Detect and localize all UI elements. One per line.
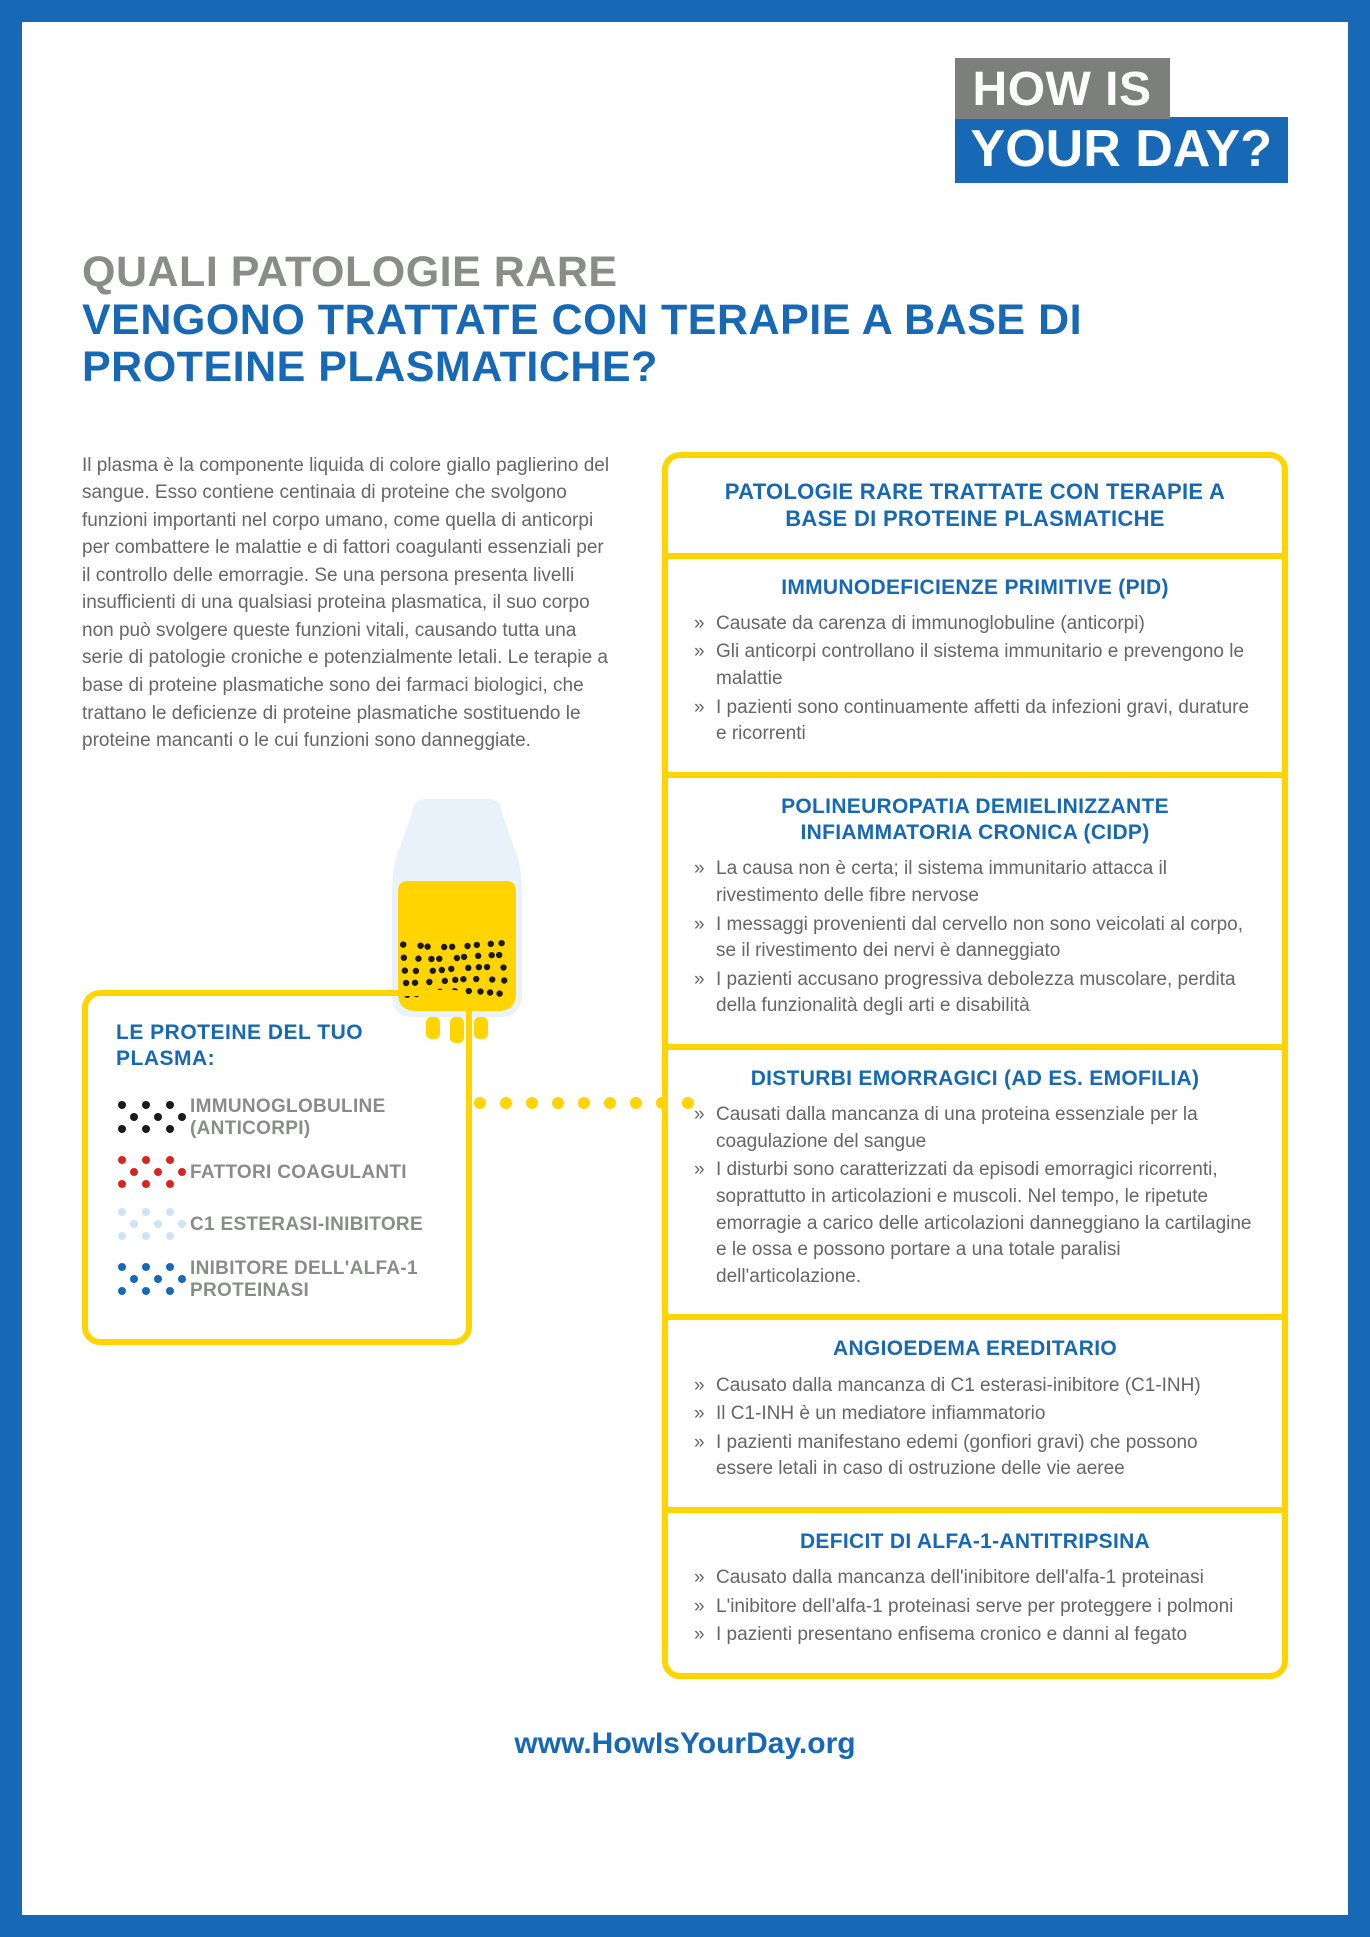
section-title: IMMUNODEFICIENZE PRIMITIVE (PID) (694, 575, 1256, 601)
legend-label: C1 ESTERASI-INIBITORE (190, 1214, 423, 1236)
section-title: DISTURBI EMORRAGICI (AD ES. EMOFILIA) (694, 1066, 1256, 1092)
bullet-item: I pazienti accusano progressiva debolezz… (694, 967, 1256, 1020)
legend-label: IMMUNOGLOBULINE (ANTICORPI) (190, 1096, 438, 1140)
condition-section: ANGIOEDEMA EREDITARIO Causato dalla manca… (668, 1314, 1282, 1507)
legend-box: LE PROTEINE DEL TUO PLASMA: IMMUNOGLOBUL… (82, 990, 472, 1346)
legend-row: INIBITORE DELL'ALFA-1 PROTEINASI (116, 1258, 438, 1302)
bullet-list: Causate da carenza di immunoglobuline (a… (694, 611, 1256, 748)
bullet-item: Causati dalla mancanza di una proteina e… (694, 1102, 1256, 1155)
legend-row: C1 ESTERASI-INIBITORE (116, 1206, 438, 1244)
bullet-list: Causati dalla mancanza di una proteina e… (694, 1102, 1256, 1290)
bullet-item: Causate da carenza di immunoglobuline (a… (694, 611, 1256, 638)
right-column: PATOLOGIE RARE TRATTATE CON TERAPIE A BA… (662, 452, 1288, 1679)
intro-paragraph: Il plasma è la componente liquida di col… (82, 452, 612, 755)
legend-label: FATTORI COAGULANTI (190, 1162, 407, 1184)
title-blue: VENGONO TRATTATE CON TERAPIE A BASE DI P… (82, 297, 1288, 392)
condition-section: IMMUNODEFICIENZE PRIMITIVE (PID) Causate … (668, 553, 1282, 772)
condition-section: POLINEUROPATIA DEMIELINIZZANTE INFIAMMAT… (668, 772, 1282, 1044)
badge-bottom: YOUR DAY? (955, 117, 1288, 183)
connector-dots (474, 1097, 694, 1109)
conditions-box: PATOLOGIE RARE TRATTATE CON TERAPIE A BA… (662, 452, 1288, 1679)
header-badge: HOW IS YOUR DAY? (955, 58, 1288, 183)
footer-url: www.HowIsYourDay.org (82, 1727, 1288, 1761)
bullet-item: Causato dalla mancanza dell'inibitore de… (694, 1565, 1256, 1592)
legend-row: IMMUNOGLOBULINE (ANTICORPI) (116, 1096, 438, 1140)
bullet-list: Causato dalla mancanza di C1 esterasi-in… (694, 1373, 1256, 1483)
bullet-list: La causa non è certa; il sistema immunit… (694, 856, 1256, 1020)
bullet-item: Causato dalla mancanza di C1 esterasi-in… (694, 1373, 1256, 1400)
columns: Il plasma è la componente liquida di col… (82, 452, 1288, 1679)
bullet-list: Causato dalla mancanza dell'inibitore de… (694, 1565, 1256, 1649)
bullet-item: La causa non è certa; il sistema immunit… (694, 856, 1256, 909)
page: HOW IS YOUR DAY? QUALI PATOLOGIE RARE VE… (0, 0, 1370, 1937)
section-title: DEFICIT DI ALFA-1-ANTITRIPSINA (694, 1529, 1256, 1555)
condition-section: DISTURBI EMORRAGICI (AD ES. EMOFILIA) Cau… (668, 1044, 1282, 1314)
bullet-item: I pazienti sono continuamente affetti da… (694, 695, 1256, 748)
legend-title: LE PROTEINE DEL TUO PLASMA: (116, 1020, 438, 1073)
bullet-item: L'inibitore dell'alfa-1 proteinasi serve… (694, 1594, 1256, 1621)
legend-row: FATTORI COAGULANTI (116, 1154, 438, 1192)
badge-top: HOW IS (955, 58, 1170, 119)
title-block: QUALI PATOLOGIE RARE VENGONO TRATTATE CO… (82, 248, 1288, 392)
title-grey: QUALI PATOLOGIE RARE (82, 248, 1288, 297)
bullet-item: I pazienti presentano enfisema cronico e… (694, 1622, 1256, 1649)
section-title: ANGIOEDEMA EREDITARIO (694, 1336, 1256, 1362)
legend-label: INIBITORE DELL'ALFA-1 PROTEINASI (190, 1258, 438, 1302)
bullet-item: I messaggi provenienti dal cervello non … (694, 912, 1256, 965)
left-column: Il plasma è la componente liquida di col… (82, 452, 612, 1679)
bullet-item: I pazienti manifestano edemi (gonfiori g… (694, 1430, 1256, 1483)
condition-section: DEFICIT DI ALFA-1-ANTITRIPSINA Causato da… (668, 1507, 1282, 1673)
conditions-header: PATOLOGIE RARE TRATTATE CON TERAPIE A BA… (668, 458, 1282, 553)
bullet-item: Gli anticorpi controllano il sistema imm… (694, 639, 1256, 692)
bullet-item: I disturbi sono caratterizzati da episod… (694, 1157, 1256, 1290)
bullet-item: Il C1-INH è un mediatore infiammatorio (694, 1401, 1256, 1428)
section-title: POLINEUROPATIA DEMIELINIZZANTE INFIAMMAT… (694, 794, 1256, 847)
